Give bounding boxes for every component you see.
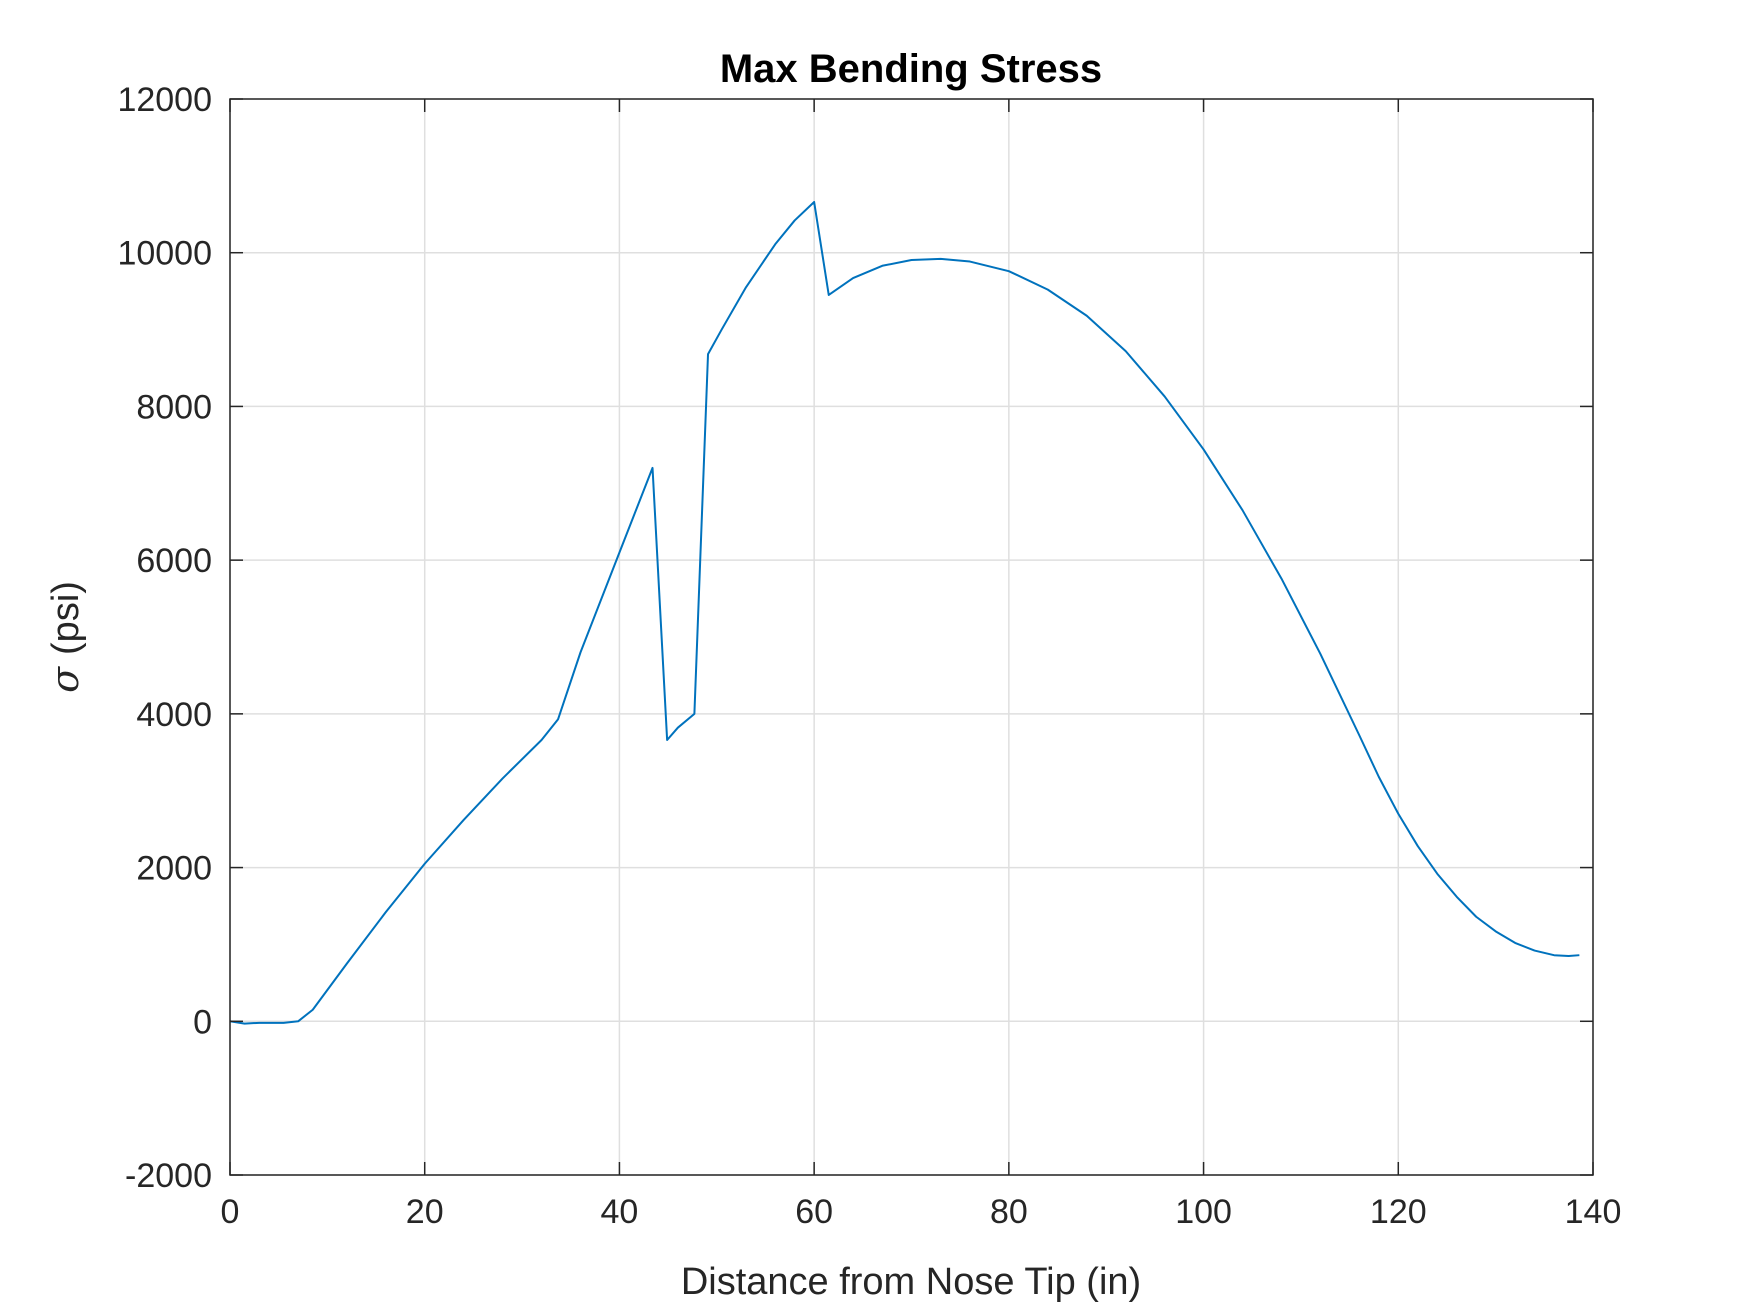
y-tick-labels: -2000 0 2000 4000 6000 8000 10000 12000 xyxy=(117,81,212,1195)
y-axis-sigma: σ xyxy=(43,666,87,693)
y-tick-label: 10000 xyxy=(117,235,212,273)
x-tick-label: 40 xyxy=(601,1193,639,1231)
x-tick-label: 140 xyxy=(1565,1193,1622,1231)
x-tick-label: 20 xyxy=(406,1193,444,1231)
x-tick-label: 120 xyxy=(1370,1193,1427,1231)
axes-box xyxy=(229,98,1594,1176)
plot-background xyxy=(230,99,1593,1175)
y-tick-label: 12000 xyxy=(117,81,212,119)
y-tick-label: 2000 xyxy=(136,850,212,888)
y-tick-label: 4000 xyxy=(136,696,212,734)
y-axis-unit: (psi) xyxy=(45,581,87,655)
y-tick-label: 0 xyxy=(193,1003,212,1041)
y-axis-label: σ (psi) xyxy=(43,581,87,693)
x-tick-labels: 0 20 40 60 80 100 120 140 xyxy=(221,1193,1622,1231)
y-tick-label: -2000 xyxy=(125,1157,212,1195)
x-tick-label: 80 xyxy=(990,1193,1028,1231)
x-axis-label: Distance from Nose Tip (in) xyxy=(681,1261,1141,1303)
x-tick-label: 100 xyxy=(1175,1193,1232,1231)
y-tick-label: 6000 xyxy=(136,542,212,580)
chart-title: Max Bending Stress xyxy=(720,47,1102,91)
x-tick-label: 0 xyxy=(221,1193,240,1231)
y-tick-label: 8000 xyxy=(136,388,212,426)
series-line xyxy=(229,200,1580,1025)
x-tick-label: 60 xyxy=(795,1193,833,1231)
tick-marks xyxy=(229,98,1594,1176)
